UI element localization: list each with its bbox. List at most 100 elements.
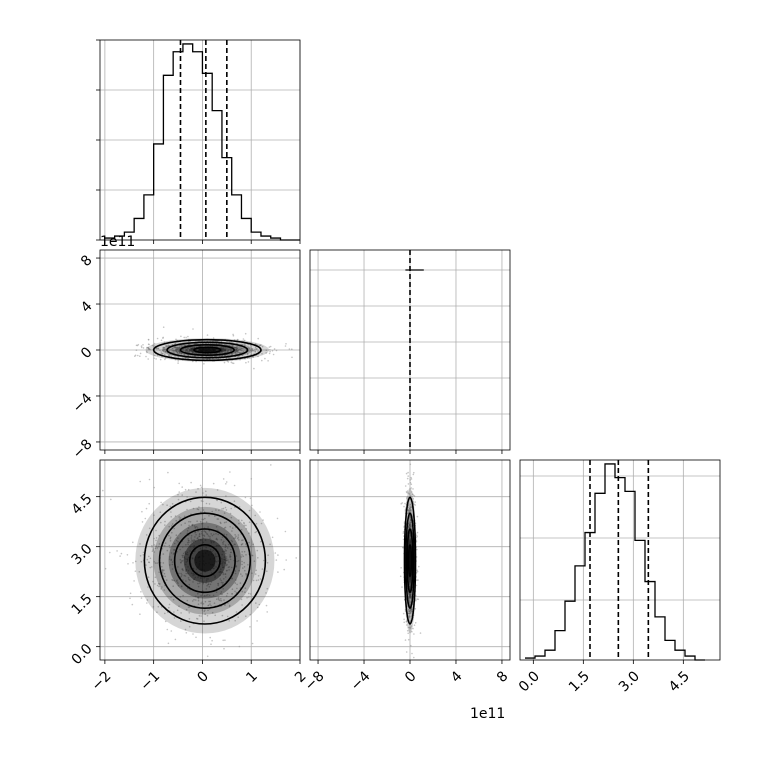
sample-point bbox=[154, 354, 156, 357]
sample-point bbox=[175, 539, 178, 542]
sample-point bbox=[182, 579, 184, 581]
sample-point bbox=[193, 525, 196, 527]
sample-point bbox=[408, 599, 411, 602]
sample-point bbox=[182, 357, 184, 359]
sample-point bbox=[262, 519, 264, 521]
sample-point bbox=[151, 566, 153, 568]
sample-point bbox=[247, 361, 250, 363]
sample-point bbox=[185, 561, 187, 563]
sample-point bbox=[224, 576, 227, 578]
sample-point bbox=[212, 337, 215, 339]
sample-point bbox=[159, 511, 162, 513]
sample-point bbox=[241, 519, 243, 522]
sample-point bbox=[284, 530, 287, 533]
sample-point bbox=[209, 548, 212, 551]
sample-point bbox=[196, 527, 199, 529]
sample-point bbox=[182, 569, 184, 572]
sample-point bbox=[222, 588, 224, 590]
sample-point bbox=[409, 577, 412, 579]
sample-point bbox=[226, 592, 229, 595]
sample-point bbox=[241, 604, 243, 606]
sample-point bbox=[403, 621, 406, 624]
sample-point bbox=[217, 597, 220, 600]
sample-point bbox=[156, 348, 158, 350]
sample-point bbox=[188, 612, 190, 614]
sample-point bbox=[221, 550, 224, 553]
sample-point bbox=[235, 348, 238, 351]
sample-point bbox=[216, 518, 219, 520]
sample-point bbox=[255, 522, 258, 525]
sample-point bbox=[170, 630, 173, 632]
sample-point bbox=[167, 471, 169, 474]
sample-point bbox=[183, 515, 186, 518]
sample-point bbox=[140, 345, 143, 347]
sample-point bbox=[140, 560, 143, 563]
sample-point bbox=[189, 568, 192, 570]
sample-point bbox=[227, 543, 230, 546]
sample-point bbox=[417, 598, 420, 601]
sample-point bbox=[139, 555, 142, 557]
sample-point bbox=[219, 574, 221, 577]
sample-point bbox=[223, 521, 226, 524]
sample-point bbox=[165, 351, 167, 353]
contour-0 bbox=[407, 544, 413, 578]
sample-point bbox=[410, 625, 413, 627]
sample-point bbox=[272, 353, 275, 356]
sample-point bbox=[273, 348, 276, 350]
sample-point bbox=[414, 608, 417, 610]
sample-point bbox=[410, 612, 412, 614]
sample-point bbox=[188, 539, 190, 542]
sample-point bbox=[137, 343, 140, 346]
sample-point bbox=[177, 360, 179, 362]
contour-2 bbox=[166, 341, 249, 359]
sample-point bbox=[220, 579, 222, 582]
sample-point bbox=[170, 559, 172, 562]
sample-point bbox=[159, 358, 162, 361]
sample-point bbox=[409, 540, 412, 543]
sample-point bbox=[276, 517, 279, 520]
sample-point bbox=[206, 655, 209, 658]
sample-point bbox=[214, 614, 216, 617]
sample-point bbox=[237, 560, 240, 562]
sample-point bbox=[257, 606, 259, 609]
sample-point bbox=[192, 573, 195, 575]
sample-point bbox=[218, 571, 220, 574]
sample-point bbox=[152, 580, 154, 583]
sample-point bbox=[225, 521, 227, 523]
sample-point bbox=[177, 541, 179, 543]
sample-point bbox=[224, 639, 226, 641]
sample-point bbox=[183, 556, 186, 559]
sample-point bbox=[185, 350, 187, 353]
sample-point bbox=[241, 543, 244, 545]
sample-point bbox=[225, 346, 227, 349]
sample-point bbox=[243, 550, 246, 553]
sample-point bbox=[221, 508, 223, 510]
sample-point bbox=[241, 563, 243, 566]
sample-point bbox=[185, 572, 187, 575]
sample-point bbox=[412, 473, 415, 476]
x-tick-label-param1: 8 bbox=[494, 668, 512, 686]
sample-point bbox=[162, 553, 165, 555]
sample-point bbox=[214, 515, 216, 517]
sample-point bbox=[135, 344, 138, 347]
sample-point bbox=[202, 582, 204, 585]
density-panel-2-0 bbox=[102, 464, 298, 658]
sample-point bbox=[234, 570, 237, 572]
sample-point bbox=[187, 488, 190, 491]
sample-point bbox=[414, 622, 417, 624]
sample-point bbox=[156, 611, 158, 613]
sample-point bbox=[205, 546, 207, 549]
sample-point bbox=[247, 343, 249, 346]
sample-point bbox=[237, 355, 239, 358]
sample-point bbox=[229, 558, 232, 561]
sample-point bbox=[177, 582, 179, 585]
sample-point bbox=[201, 518, 204, 521]
sample-point bbox=[132, 562, 134, 564]
sample-point bbox=[414, 504, 417, 506]
sample-point bbox=[250, 478, 253, 480]
sample-point bbox=[201, 601, 204, 603]
sample-point bbox=[186, 587, 189, 590]
sample-point bbox=[227, 361, 230, 363]
sample-point bbox=[205, 521, 208, 523]
sample-point bbox=[178, 491, 180, 493]
